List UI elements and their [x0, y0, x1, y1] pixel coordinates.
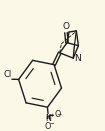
Text: N: N: [45, 114, 51, 123]
Text: ··: ··: [50, 114, 53, 119]
Text: +: +: [50, 113, 54, 118]
Text: O: O: [62, 22, 69, 31]
Text: Cl: Cl: [3, 70, 11, 79]
Text: −: −: [50, 121, 54, 126]
Text: O: O: [45, 122, 51, 131]
Text: −: −: [56, 111, 61, 116]
Text: N: N: [74, 54, 81, 63]
Text: O: O: [54, 110, 61, 119]
